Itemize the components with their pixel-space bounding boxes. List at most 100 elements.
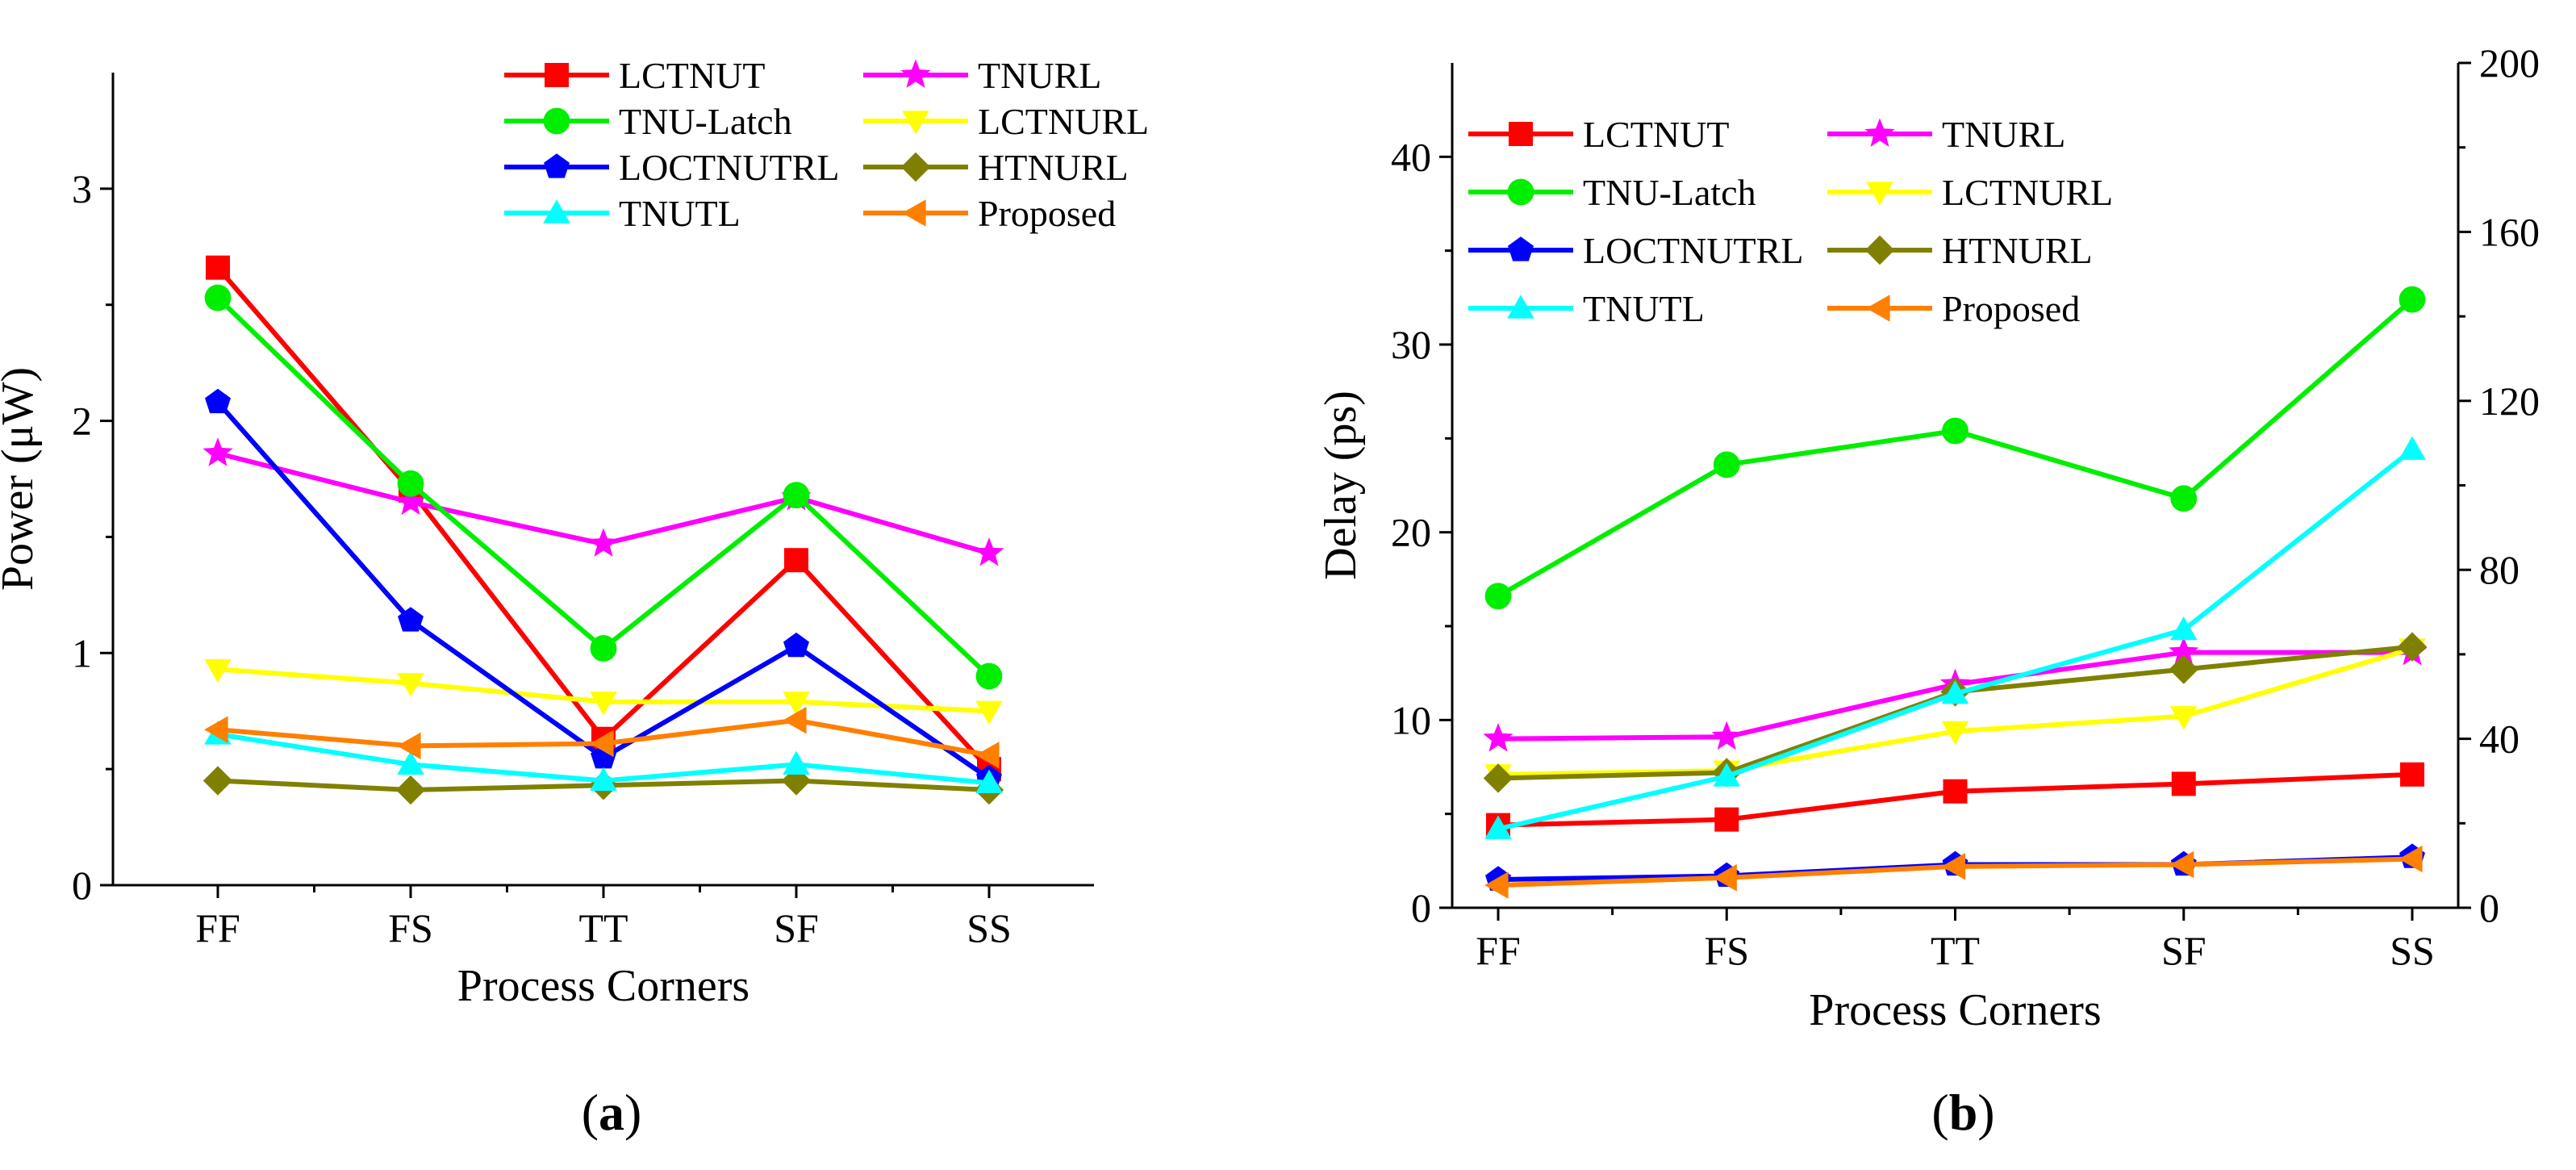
legend-item: Proposed (1827, 288, 2080, 329)
data-point (1713, 451, 1740, 478)
legend-marker (1507, 178, 1534, 206)
y2-tick-label: 40 (2479, 717, 2520, 762)
data-point (590, 692, 617, 716)
legend-label: HTNURL (978, 147, 1129, 188)
legend-item: HTNURL (1827, 230, 2093, 271)
data-point (783, 632, 809, 658)
y2-tick-label: 120 (2479, 378, 2540, 424)
data-point (1943, 779, 1968, 804)
legend-label: TNURL (1942, 114, 2065, 155)
series-lctnurl (204, 658, 1003, 725)
series-tnu-latch (204, 284, 1003, 690)
y-tick-label: 40 (1391, 134, 1431, 179)
data-point (2169, 636, 2199, 666)
legend-marker (1866, 182, 1893, 206)
panel-label-open: ( (1931, 1084, 1948, 1141)
legend-marker (1864, 118, 1895, 147)
data-point (1713, 763, 1741, 787)
x-tick-label: FS (388, 905, 433, 951)
data-point (204, 716, 228, 744)
data-point (397, 732, 421, 760)
data-point (1484, 815, 1512, 839)
data-point (974, 537, 1004, 566)
legend-label: LOCTNUTRL (1583, 230, 1803, 271)
x-tick-label: SS (2390, 928, 2435, 973)
y-axis-title: Delay (ps) (1316, 391, 1366, 580)
y-tick-label: 3 (72, 166, 92, 211)
legend-item: HTNURL (863, 147, 1129, 188)
x-tick-label: TT (578, 905, 628, 951)
series-line (1497, 297, 2414, 599)
data-point (1484, 583, 1512, 610)
data-point (204, 284, 232, 311)
data-point (397, 750, 424, 775)
y-tick-label: 30 (1391, 322, 1431, 367)
x-tick-label: SF (2161, 928, 2207, 973)
data-point (395, 486, 426, 516)
legend-marker (1507, 295, 1534, 319)
legend-label: LCTNURL (1942, 172, 2113, 213)
legend: LCTNUT TNURL TNU-Latch LCTNURL LOCTNUTRL HTNU… (1468, 114, 2113, 329)
legend-marker (900, 152, 931, 182)
data-point (2169, 616, 2198, 641)
data-point (395, 775, 426, 805)
legend-marker (1508, 236, 1534, 261)
legend-item: Proposed (863, 193, 1116, 234)
legend: LCTNUT TNURL TNU-Latch LCTNURL LOCTNUTRL HTNU… (504, 55, 1149, 234)
y-axis-title: Power (μW) (0, 367, 43, 591)
panel-label-close: ) (1977, 1084, 1994, 1141)
legend-item: LOCTNUTRL (504, 147, 839, 188)
data-point (783, 706, 807, 734)
data-point (397, 673, 424, 697)
legend-item: TNURL (863, 55, 1101, 96)
data-point (2169, 850, 2194, 879)
legend-marker (545, 63, 569, 87)
x-tick-label: TT (1931, 928, 1980, 973)
data-point (1484, 871, 1509, 899)
data-point (588, 528, 619, 557)
data-point (204, 658, 232, 683)
data-point (205, 388, 231, 414)
y-tick-label: 1 (72, 630, 92, 675)
chart-panel-a: 0 1 2 3 FF FS TT SF SS Process Corners Power (μW) L… (0, 55, 1149, 1141)
data-point (2399, 436, 2426, 460)
data-point (2400, 762, 2424, 787)
data-point (1711, 721, 1742, 750)
data-point (2169, 654, 2198, 684)
chart-panel-b: 0 10 20 30 40 0 40 80 120 160 200 FF FS TT SF SS Process… (1316, 40, 2540, 1141)
data-point (590, 635, 617, 662)
y-tick-label: 0 (72, 863, 92, 908)
data-point (1941, 679, 1969, 704)
legend-label: HTNURL (1942, 230, 2093, 271)
legend-label: Proposed (1942, 288, 2080, 329)
data-point (975, 700, 1003, 725)
data-point (783, 750, 810, 775)
legend-label: TNU-Latch (619, 101, 792, 142)
data-point (784, 548, 808, 573)
panel-label-open: ( (582, 1084, 599, 1141)
data-point (398, 607, 424, 632)
series-tnurl (202, 437, 1004, 566)
legend-marker (544, 153, 570, 178)
y2-tick-label: 200 (2479, 40, 2540, 86)
series-line (1497, 644, 2413, 781)
legend-marker (902, 111, 929, 135)
data-point (975, 769, 1003, 794)
legend-marker (900, 59, 931, 88)
y2-tick-label: 160 (2479, 209, 2540, 254)
series-line (215, 400, 991, 781)
legend-marker (543, 107, 570, 135)
series-tnu-latch (1484, 286, 2426, 610)
panel-label-close: ) (624, 1084, 641, 1141)
y2-tick-label: 80 (2479, 547, 2520, 592)
x-tick-label: FS (1704, 928, 1749, 973)
data-point (202, 437, 233, 466)
data-point (2169, 706, 2198, 730)
legend-item: LCTNURL (863, 101, 1149, 142)
data-point (783, 692, 810, 716)
data-point (202, 766, 233, 796)
legend-item: TNU-Latch (1468, 172, 1756, 213)
y-tick-label: 20 (1391, 510, 1431, 555)
data-point (2399, 845, 2423, 873)
